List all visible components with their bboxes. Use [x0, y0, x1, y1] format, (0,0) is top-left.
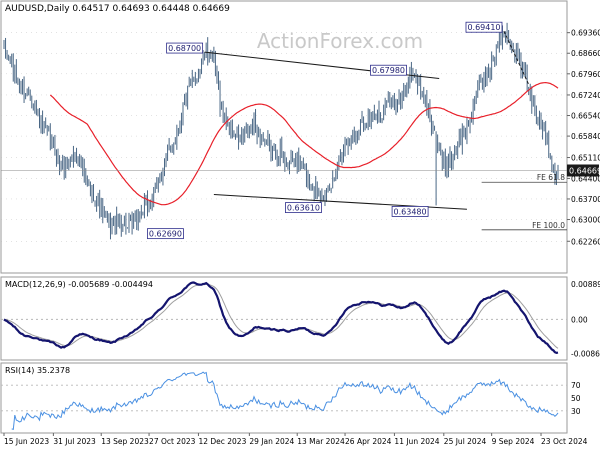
macd-panel-frame — [0, 276, 568, 361]
x-tick-label: 12 Dec 2023 — [198, 437, 246, 446]
fibonacci-levels: FE 61.8 FE 100.0 — [481, 173, 567, 231]
x-tick-label: 23 Oct 2024 — [541, 437, 588, 446]
annotation-box — [370, 64, 407, 76]
price-annotation: 0.68700 — [166, 42, 204, 54]
fib-level-label: FE 61.8 — [537, 173, 565, 182]
rsi-panel: 70 50 30 RSI(14) 35.2378 — [0, 362, 581, 434]
rsi-guides — [1, 384, 567, 412]
y-tick-label: 0.63000 — [571, 216, 600, 225]
y-tick-label: 0.63700 — [571, 195, 600, 204]
price-annotation: 0.62690 — [147, 228, 184, 240]
macd-y-axis: 0.008896 0.00 -0.008612 — [571, 280, 600, 358]
watermark: ActionForex.com — [257, 29, 423, 53]
x-tick-label: 27 Oct 2023 — [149, 437, 196, 446]
moving-average-line — [49, 81, 559, 206]
x-axis: 15 Jun 2023 31 Jul 2023 13 Sep 2023 27 Oct … — [3, 433, 588, 446]
price-candles — [3, 22, 559, 240]
x-tick-label: 11 Jun 2024 — [394, 437, 439, 446]
annotation-label: 0.62690 — [149, 230, 182, 239]
annotation-box — [285, 202, 322, 214]
chart-header-symbol: AUDUSD,Daily 0.64517 0.64693 0.64448 0.6… — [5, 4, 230, 14]
annotation-box — [465, 21, 503, 33]
price-annotation: 0.63610 — [285, 202, 322, 214]
price-panel-frame — [0, 0, 568, 274]
annotation-label: 0.67980 — [372, 66, 405, 75]
x-tick-label: 29 Jan 2024 — [249, 437, 294, 446]
price-annotation: 0.63480 — [391, 206, 429, 217]
x-tick-label: 15 Jun 2023 — [4, 437, 49, 446]
y-tick-label: 0.64400 — [571, 174, 600, 183]
current-price-label: 0.64669 — [569, 166, 600, 175]
y-tick-label: 0.68660 — [571, 49, 600, 58]
annotation-label: 0.63480 — [394, 207, 427, 216]
price-y-axis: 0.69360 0.68660 0.67960 0.67240 0.66540 0.658… — [567, 29, 600, 246]
x-tick-label: 9 Sep 2024 — [492, 437, 535, 446]
macd-y-tick-label: -0.008612 — [571, 349, 600, 358]
x-tick-label: 31 Jul 2023 — [53, 437, 96, 446]
y-tick-label: 0.69360 — [571, 29, 600, 38]
macd-panel: 0.008896 0.00 -0.008612 MACD(12,26,9) -0.0… — [0, 276, 600, 361]
rsi-y-tick-label: 30 — [571, 407, 581, 416]
rsi-line — [11, 371, 559, 431]
current-price-box — [567, 164, 599, 177]
macd-y-tick-label: 0.008896 — [571, 280, 600, 289]
annotation-label: 0.68700 — [168, 44, 201, 53]
annotation-box — [147, 228, 184, 240]
y-tick-label: 0.67960 — [571, 70, 600, 79]
y-tick-label: 0.65840 — [571, 132, 600, 141]
annotation-box — [166, 42, 204, 54]
price-panel: ActionForex.com FE 61.8FE 100.0 0.687000… — [0, 0, 600, 274]
rsi-panel-frame — [0, 362, 568, 434]
price-annotation: 0.69410 — [465, 21, 503, 33]
y-tick-label: 0.67240 — [571, 91, 600, 100]
rsi-y-tick-label: 50 — [571, 394, 581, 403]
rsi-title: RSI(14) 35.2378 — [5, 366, 70, 375]
x-tick-label: 13 Mar 2024 — [297, 437, 345, 446]
annotation-box — [391, 206, 429, 217]
y-tick-label: 0.66540 — [571, 112, 600, 121]
rsi-y-tick-label: 70 — [571, 381, 581, 390]
y-tick-label: 0.62260 — [571, 237, 600, 246]
price-annotations: 0.68700 0.67980 0.69410 0.63610 0.63480 0.626… — [147, 21, 503, 240]
annotation-label: 0.69410 — [467, 23, 500, 32]
annotation-label: 0.63610 — [287, 204, 320, 213]
macd-y-tick-label: 0.00 — [571, 315, 588, 324]
macd-title: MACD(12,26,9) -0.005689 -0.004494 — [5, 280, 153, 289]
y-tick-label: 0.65110 — [571, 154, 600, 163]
macd-main-line — [3, 281, 559, 355]
x-tick-label: 13 Sep 2023 — [101, 437, 149, 446]
rsi-y-axis: 70 50 30 — [571, 381, 581, 416]
current-price-marker: 0.64669 — [1, 164, 600, 177]
price-annotation: 0.67980 — [370, 64, 407, 76]
x-tick-label: 26 Apr 2024 — [345, 437, 392, 446]
fib-level-label: FE 100.0 — [532, 221, 565, 230]
x-tick-label: 25 Jul 2024 — [444, 437, 487, 446]
